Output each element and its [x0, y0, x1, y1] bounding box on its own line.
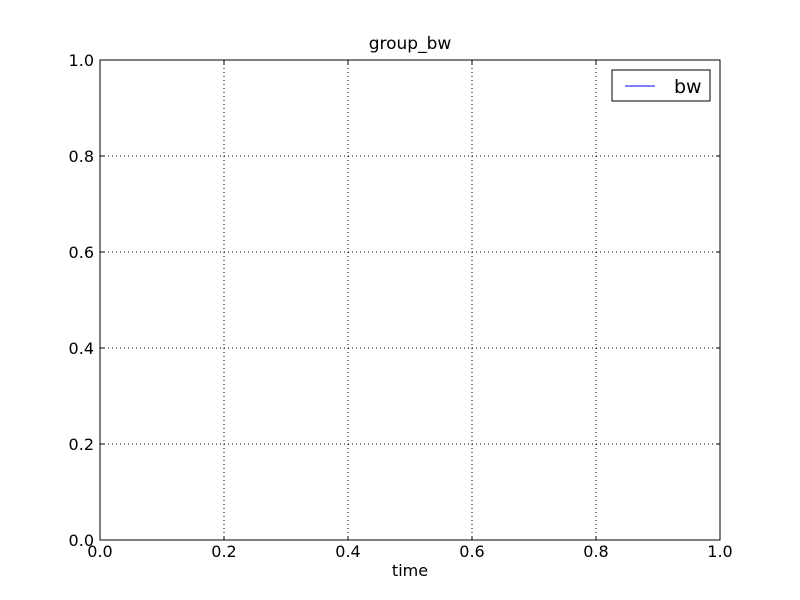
- x-tick-label: 1.0: [707, 542, 732, 561]
- x-tick-label: 0.2: [211, 542, 236, 561]
- x-tick-label: 0.0: [87, 542, 112, 561]
- y-axis-ticks: 0.0 0.2 0.4 0.6 0.8 1.0: [69, 51, 720, 550]
- plot-area-frame: [99, 59, 721, 541]
- x-axis-ticks: 0.0 0.2 0.4 0.6 0.8 1.0: [87, 60, 733, 561]
- y-tick-label: 0.8: [69, 147, 94, 166]
- x-tick-label: 0.4: [335, 542, 360, 561]
- y-tick-label: 0.6: [69, 243, 94, 262]
- x-axis-label: time: [392, 561, 428, 580]
- y-tick-label: 0.4: [69, 339, 94, 358]
- y-tick-label: 0.2: [69, 435, 94, 454]
- chart-title: group_bw: [369, 34, 452, 54]
- grid-lines: [100, 60, 720, 540]
- y-tick-label: 1.0: [69, 51, 94, 70]
- x-tick-label: 0.6: [459, 542, 484, 561]
- legend-label-bw: bw: [674, 76, 702, 98]
- y-tick-label: 0.0: [69, 531, 94, 550]
- x-tick-label: 0.8: [583, 542, 608, 561]
- legend: bw: [611, 69, 711, 102]
